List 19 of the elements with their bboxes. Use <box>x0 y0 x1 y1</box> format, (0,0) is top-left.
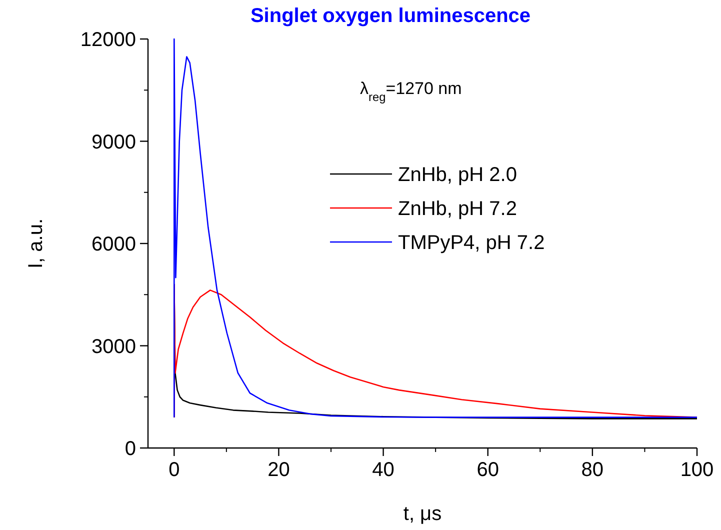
x-tick-label: 0 <box>168 459 180 481</box>
x-tick-label: 60 <box>476 459 499 481</box>
y-tick-label: 12000 <box>80 29 136 51</box>
x-tick-label: 20 <box>268 459 290 481</box>
x-tick-label: 80 <box>581 459 604 481</box>
y-tick-label: 3000 <box>92 336 136 358</box>
y-tick-label: 9000 <box>92 131 136 154</box>
y-tick-label: 0 <box>124 438 136 460</box>
x-axis-title: t, μs <box>403 503 442 525</box>
annotation: λ$_{reg}$=1270 nm <box>360 79 462 104</box>
x-tick-label: 100 <box>680 459 714 481</box>
y-axis-title: I, a.u. <box>25 218 47 269</box>
line-series <box>173 38 698 418</box>
legend-label: ZnHb, pH 7.2 <box>398 198 517 220</box>
x-tick-label: 40 <box>372 459 394 481</box>
legend-label: ZnHb, pH 2.0 <box>398 164 517 186</box>
y-tick-label: 6000 <box>92 234 136 256</box>
legend-label: TMPyP4, pH 7.2 <box>398 232 545 254</box>
chart-title: Singlet oxygen luminescence <box>250 5 531 27</box>
